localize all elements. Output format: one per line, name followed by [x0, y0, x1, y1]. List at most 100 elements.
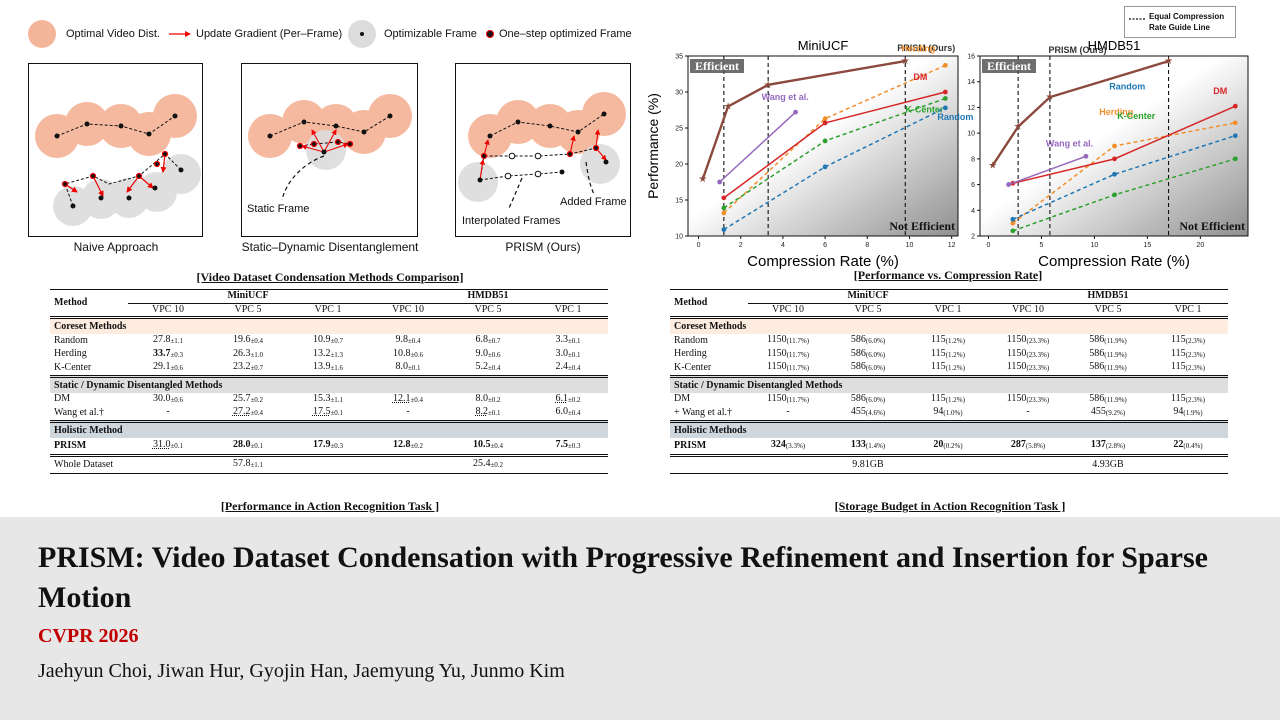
- table2-cell: 1150(11.7%): [766, 392, 810, 404]
- data-point: [1010, 228, 1016, 234]
- table2-row: Random 1150(11.7%) 586(6.0%) 115(1.2%) 1150(…: [670, 334, 1228, 348]
- table1-cell: -: [406, 406, 410, 417]
- data-point: [1112, 156, 1117, 162]
- figure-legend: Optimal Video Dist. Update Gradient (Per…: [28, 20, 638, 48]
- prism-diagram: [458, 92, 626, 211]
- x-tick-label: 2: [739, 242, 743, 249]
- data-point: ★: [1045, 92, 1054, 103]
- data-point: ★: [1164, 56, 1173, 67]
- data-point: ★: [1014, 122, 1023, 133]
- data-point: [822, 164, 828, 170]
- method-name: + Wang et al.†: [674, 406, 732, 418]
- table2-row: Herding 1150(11.7%) 586(6.0%) 115(1.2%) 1150…: [670, 348, 1228, 362]
- data-point: [1010, 216, 1016, 222]
- table2-section-holistic: Holistic Methods: [674, 424, 747, 436]
- table1-cell: 33.7±0.3: [152, 347, 184, 359]
- table1-section-coreset: Coreset Methods: [54, 321, 127, 332]
- table2-cell: 1150(23.3%): [1006, 334, 1050, 345]
- table2-vpc-header: VPC 1: [934, 303, 962, 315]
- series-label: DM: [1213, 86, 1227, 96]
- table1-whole-row: Whole Dataset 57.8±1.1 25.4±0.2: [50, 455, 608, 474]
- table2-vpc-header: VPC 5: [854, 303, 882, 315]
- table2-footer-caption: [Storage Budget in Action Recognition Ta…: [834, 499, 1066, 513]
- y-tick-label: 30: [675, 90, 683, 97]
- data-point: [721, 195, 727, 201]
- table1-cell: 5.2±0.4: [475, 361, 501, 372]
- method-name: Wang et al.†: [54, 406, 105, 418]
- efficient-badge: [982, 59, 1036, 73]
- table2-cell: 1150(23.3%): [1006, 392, 1050, 404]
- y-axis-label: Performance (%): [645, 93, 661, 199]
- table2-vpc-header: VPC 1: [1174, 303, 1202, 315]
- table1-cell: 17.5±0.1: [312, 406, 344, 417]
- legend-gradient: Update Gradient (Per–Frame): [168, 20, 342, 48]
- table1-cell: 8.0±0.2: [475, 392, 501, 404]
- naive-diagram: [35, 94, 201, 226]
- data-point: [1112, 192, 1117, 198]
- table1-cell: 3.3±0.1: [555, 334, 581, 345]
- table1-cell: 13.2±1.3: [312, 347, 344, 359]
- table2-cell: 586(6.0%): [850, 334, 886, 345]
- efficient-label: Efficient: [695, 59, 739, 73]
- data-point: [721, 205, 727, 211]
- y-tick-label: 2: [971, 234, 975, 241]
- table1-vpc-header: VPC 5: [234, 303, 262, 315]
- table1-section-static: Static / Dynamic Disentangled Methods: [54, 379, 223, 391]
- table1-cell: 25.7±0.2: [232, 392, 264, 404]
- caption-naive: Naive Approach: [73, 240, 159, 254]
- y-tick-label: 25: [675, 126, 683, 133]
- one-step-frame-icon: [486, 30, 494, 38]
- table2-cell: 455(4.6%): [850, 406, 886, 417]
- table2-group-b: HMDB51: [988, 289, 1228, 304]
- y-tick-label: 10: [675, 234, 683, 241]
- table2-row: PRISM 324(3.3%) 133(1.4%) 20(0.2%) 287(5.8%)…: [670, 438, 1228, 456]
- table2-section-static: Static / Dynamic Disentangled Methods: [674, 379, 843, 391]
- caption-static-dynamic: Static–Dynamic Disentanglement: [241, 240, 419, 254]
- data-point: ★: [698, 174, 707, 185]
- table2-cell: 586(11.9%): [1089, 347, 1127, 359]
- table2-method-header: Method: [674, 296, 708, 308]
- data-point: ★: [988, 160, 997, 171]
- table1-cell: 12.1±0.4: [392, 392, 424, 404]
- x-tick-label: 20: [1196, 242, 1204, 249]
- chart-frame: [979, 55, 1249, 237]
- table1-cell: 30.0±0.6: [152, 392, 184, 404]
- table2-cell: 94(1.9%): [1173, 406, 1203, 417]
- table2: Method MiniUCF HMDB51 VPC 10 VPC 5 VPC 1 VP…: [670, 289, 1230, 474]
- table1-vpc-header: VPC 1: [314, 303, 342, 315]
- table2-cell: 586(11.9%): [1089, 361, 1127, 372]
- table1-cell: 13.9±1.6: [312, 361, 344, 372]
- paper-venue: CVPR 2026: [38, 625, 139, 647]
- table1-cell: 19.6±0.4: [232, 334, 264, 345]
- data-point: [1232, 133, 1238, 139]
- chart-hmdb51: 0 5 10 15 20 2 4 6 8 10 12 14 16 HMDB51 Compression Ra…: [967, 38, 1249, 270]
- table1-row: PRISM 31.0±0.1 28.0±0.1 17.9±0.3 12.8±0.2 10.…: [50, 438, 608, 456]
- legend-optimal: Optimal Video Dist.: [28, 20, 160, 48]
- table1-whole-b: 25.4±0.2: [472, 458, 504, 470]
- table1-cell: 3.0±0.1: [555, 347, 581, 359]
- y-tick-label: 14: [967, 79, 975, 86]
- data-point: [942, 105, 948, 111]
- data-point: [822, 138, 828, 144]
- series-label: DM: [913, 72, 927, 82]
- y-tick-label: 35: [675, 54, 683, 61]
- method-name: PRISM: [674, 439, 707, 451]
- chart-miniucf: 0 2 4 6 8 10 12 10 15 20 25 30 35 MiniUCF Compression …: [645, 38, 973, 270]
- table1-cell: 6.1±0.2: [555, 392, 581, 404]
- table2-cell: 115(1.2%): [931, 334, 965, 345]
- method-name: Herding: [54, 348, 87, 359]
- table2-whole-row: 9.81GB 4.93GB: [670, 455, 1228, 474]
- table1-vpc-header: VPC 10: [152, 303, 184, 315]
- data-point: ★: [724, 101, 733, 112]
- table1-whole-a: 57.8±1.1: [232, 458, 264, 470]
- series-label: Random: [937, 112, 973, 122]
- caption-prism: PRISM (Ours): [505, 240, 581, 254]
- table1-method-header: Method: [54, 296, 88, 308]
- x-axis-label: Compression Rate (%): [1038, 253, 1190, 270]
- series-label: Herding: [1099, 107, 1133, 117]
- table2-cell: 287(5.8%): [1010, 439, 1046, 450]
- data-point: [1083, 153, 1089, 159]
- panel-naive: [28, 63, 203, 237]
- table2-cell: 133(1.4%): [850, 439, 886, 450]
- table1-cell: 23.2±0.7: [232, 361, 264, 372]
